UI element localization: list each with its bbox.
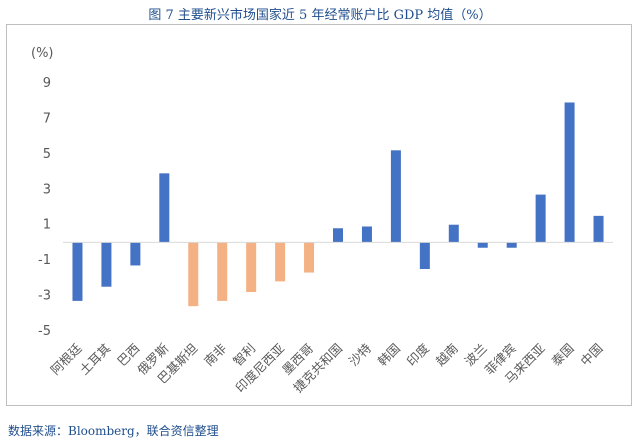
- y-tick-label: 3: [43, 182, 51, 197]
- y-tick-label: -3: [38, 289, 51, 304]
- x-tick-label: 阿根廷: [47, 340, 84, 377]
- bar-3: [130, 242, 141, 266]
- y-tick-label: -1: [38, 253, 51, 268]
- y-tick-label: 1: [43, 218, 51, 233]
- source-note: 数据来源：Bloomberg，联合资信整理: [8, 424, 219, 438]
- bar-1: [72, 242, 83, 301]
- bar-13: [419, 242, 430, 269]
- bar-6: [217, 242, 228, 301]
- x-tick-label: 泰国: [548, 341, 576, 369]
- bar-2: [101, 242, 112, 287]
- x-tick-label: 南非: [201, 341, 229, 369]
- y-tick-label: -5: [38, 324, 51, 339]
- y-tick-label: 5: [43, 147, 51, 162]
- bar-19: [593, 215, 604, 243]
- bar-15: [477, 242, 488, 248]
- bar-9: [304, 242, 315, 273]
- x-tick-label: 沙特: [346, 341, 374, 369]
- bar-5: [188, 242, 199, 307]
- bar-8: [275, 242, 286, 282]
- bar-10: [333, 228, 343, 243]
- chart-frame: (%) 9 7 5 3 1 -1 -3 -5 阿根廷 土耳其 巴西 俄罗斯 巴基斯坦 南非 智利 印度尼西亚…: [6, 24, 632, 406]
- y-tick-label: 9: [43, 76, 51, 91]
- bar-17: [535, 194, 546, 243]
- x-tick-label: 韩国: [375, 341, 403, 369]
- figure-title: 图 7 主要新兴市场国家近 5 年经常账户比 GDP 均值（%）: [148, 8, 492, 23]
- y-tick-label: 7: [43, 111, 51, 126]
- bar-12: [390, 150, 401, 243]
- x-tick-label: 印度: [404, 340, 433, 369]
- bar-14: [448, 224, 459, 243]
- bar-18: [564, 102, 575, 243]
- bar-7: [246, 242, 257, 293]
- bar-4: [159, 173, 170, 243]
- y-axis-ticks: 9 7 5 3 1 -1 -3 -5: [38, 76, 51, 339]
- y-axis-label: (%): [31, 46, 54, 61]
- x-tick-label: 土耳其: [76, 341, 113, 378]
- bars: [72, 102, 604, 307]
- bar-16: [506, 242, 517, 248]
- x-tick-label: 越南: [433, 341, 461, 369]
- bar-11: [361, 226, 372, 243]
- x-tick-label: 中国: [577, 341, 605, 369]
